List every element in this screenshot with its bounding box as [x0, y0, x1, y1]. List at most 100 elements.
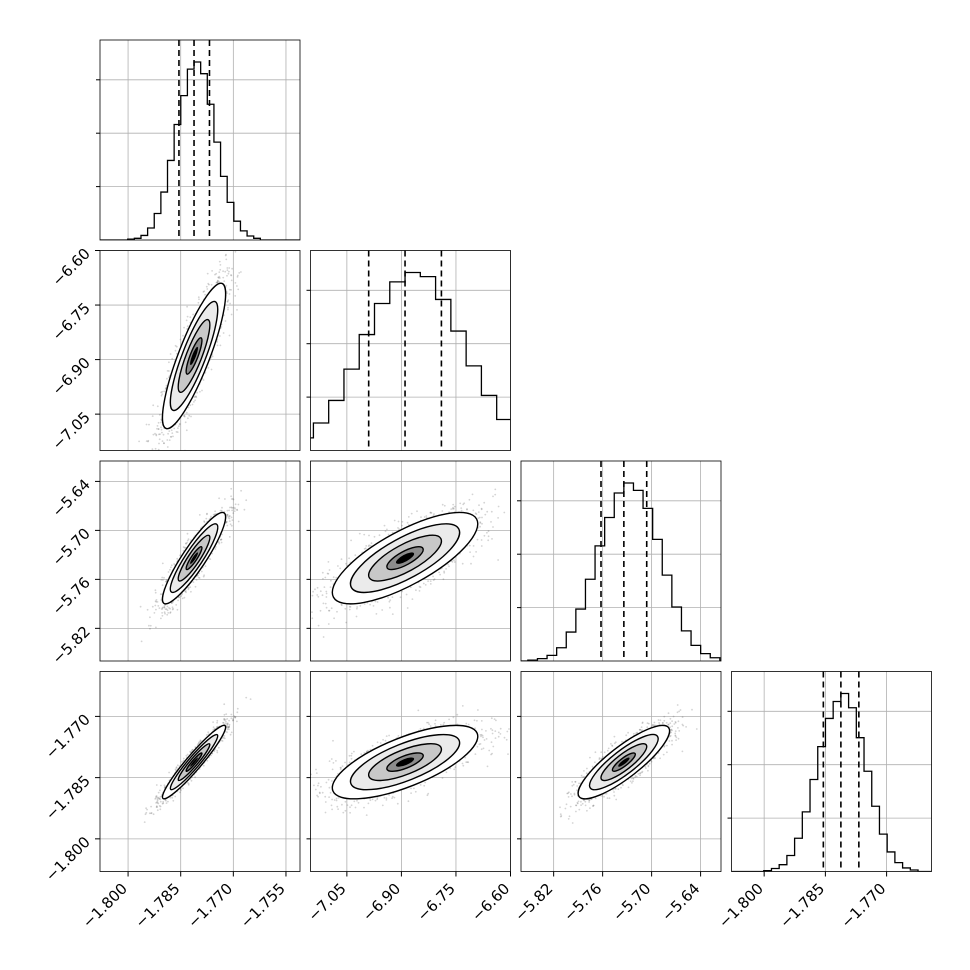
scatter-point: [169, 436, 172, 438]
scatter-point: [405, 593, 408, 596]
scatter-point: [219, 268, 222, 271]
scatter-point: [231, 507, 233, 509]
scatter-point: [172, 607, 175, 610]
scatter-point: [348, 605, 351, 608]
scatter-point: [166, 605, 169, 608]
scatter-point: [205, 285, 208, 288]
scatter-point: [168, 370, 170, 372]
scatter-point: [238, 272, 241, 274]
scatter-point: [220, 538, 223, 541]
marginal-histogram-1: [100, 40, 300, 240]
scatter-point: [162, 579, 164, 581]
scatter-point: [145, 440, 148, 442]
scatter-point: [312, 590, 314, 593]
scatter-point: [424, 584, 427, 586]
scatter-point: [420, 516, 422, 518]
scatter-point: [188, 414, 191, 417]
scatter-point: [228, 515, 231, 518]
scatter-point: [391, 596, 394, 598]
scatter-point: [219, 264, 222, 266]
marginal-histogram-4: [731, 671, 932, 872]
scatter-point: [462, 503, 465, 506]
scatter-point: [165, 580, 167, 583]
scatter-point: [389, 606, 391, 609]
scatter-point: [322, 636, 325, 638]
scatter-point: [211, 270, 214, 272]
histogram-step-line: [731, 692, 932, 872]
scatter-point: [228, 509, 231, 512]
scatter-point: [210, 515, 212, 518]
scatter-point: [230, 274, 233, 277]
scatter-point: [194, 395, 197, 398]
scatter-point: [231, 519, 234, 521]
scatter-point: [441, 503, 444, 506]
scatter-point: [214, 273, 216, 276]
scatter-point: [419, 586, 422, 589]
scatter-point: [388, 600, 391, 603]
scatter-point: [183, 546, 186, 549]
scatter-point: [152, 404, 155, 407]
scatter-point: [243, 508, 246, 511]
scatter-point: [497, 517, 499, 519]
scatter-point: [184, 590, 187, 593]
scatter-point: [207, 282, 210, 285]
scatter-point: [423, 516, 426, 518]
scatter-point: [319, 590, 322, 593]
scatter-point: [224, 498, 226, 500]
scatter-point: [174, 344, 177, 347]
scatter-point: [236, 509, 239, 511]
scatter-point: [147, 439, 150, 442]
scatter-point: [237, 503, 240, 506]
scatter-point: [151, 448, 154, 450]
scatter-point: [484, 513, 487, 516]
scatter-point: [166, 377, 168, 380]
scatter-point: [333, 617, 335, 620]
scatter-point: [179, 554, 181, 557]
scatter-point: [191, 403, 194, 406]
density-peak: [190, 346, 198, 366]
scatter-point: [463, 502, 466, 505]
scatter-point: [201, 389, 203, 392]
scatter-point: [406, 521, 409, 524]
scatter-point: [228, 293, 231, 295]
scatter-point: [230, 498, 233, 500]
scatter-point: [324, 576, 327, 579]
scatter-point: [439, 573, 441, 576]
scatter-point: [324, 602, 327, 605]
scatter-point: [236, 285, 238, 287]
scatter-point: [401, 520, 404, 523]
scatter-point: [146, 808, 149, 811]
scatter-point: [232, 498, 234, 500]
scatter-point: [340, 603, 343, 606]
scatter-point: [317, 595, 320, 598]
scatter-point: [158, 442, 160, 445]
scatter-point: [466, 508, 468, 510]
scatter-point: [416, 510, 418, 513]
scatter-point: [170, 564, 173, 567]
scatter-point: [161, 393, 164, 395]
scatter-point: [186, 539, 189, 542]
scatter-point: [189, 586, 192, 588]
scatter-point: [155, 626, 157, 629]
scatter-point: [185, 411, 188, 414]
scatter-point: [172, 435, 174, 438]
scatter-point: [448, 565, 450, 568]
scatter-point: [427, 580, 429, 583]
scatter-point: [443, 504, 446, 507]
scatter-point: [231, 267, 234, 270]
panel-frame: [310, 460, 511, 662]
scatter-point: [161, 608, 163, 611]
scatter-point: [397, 527, 399, 529]
scatter-point: [209, 558, 212, 560]
scatter-point: [181, 597, 184, 600]
scatter-point: [365, 545, 368, 547]
scatter-point: [161, 431, 163, 434]
scatter-point: [197, 574, 199, 577]
scatter-point: [218, 541, 220, 543]
scatter-point: [216, 281, 219, 284]
scatter-point: [322, 577, 324, 580]
panel-frame: [99, 250, 301, 451]
scatter-point: [228, 334, 231, 337]
scatter-point: [475, 513, 478, 515]
scatter-point: [187, 406, 190, 409]
